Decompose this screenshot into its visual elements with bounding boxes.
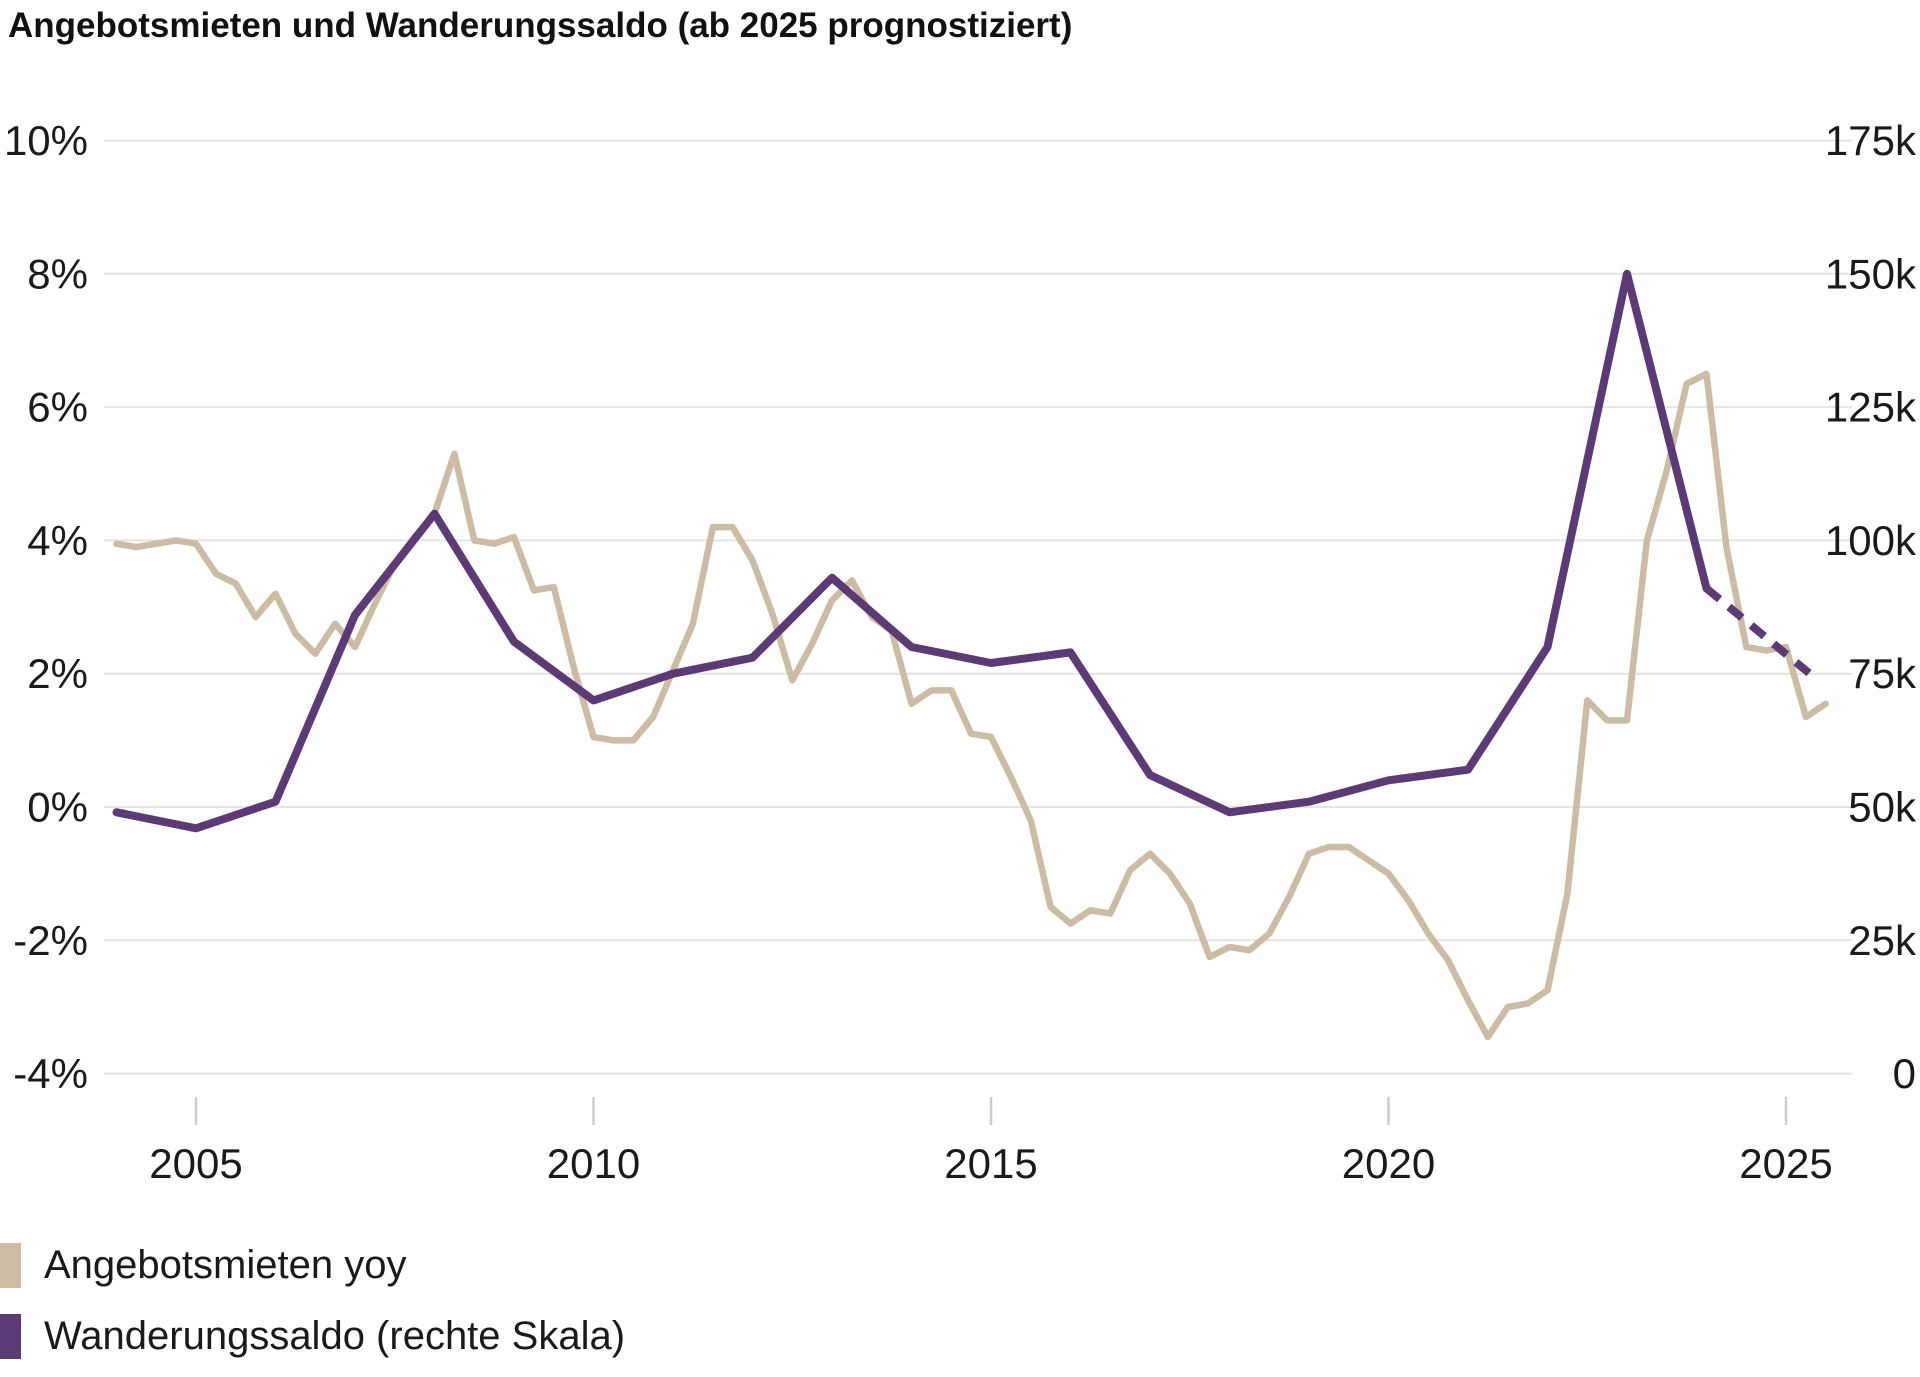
x-axis-label: 2020	[1342, 1140, 1435, 1187]
left-axis-label: 2%	[27, 650, 88, 697]
migration-line	[112, 269, 1711, 833]
x-axis-label: 2005	[149, 1140, 242, 1187]
right-axis-label: 0	[1893, 1050, 1916, 1097]
x-axis-label: 2015	[944, 1140, 1037, 1187]
right-axis-label: 50k	[1848, 784, 1917, 831]
right-axis-label: 25k	[1848, 917, 1917, 964]
right-axis-label: 175k	[1825, 117, 1917, 164]
x-axis-label: 2025	[1739, 1140, 1832, 1187]
left-axis-label: 6%	[27, 384, 88, 431]
migration-swatch-icon	[0, 1314, 21, 1359]
right-axis-label: 150k	[1825, 250, 1917, 297]
legend-item-rents: Angebotsmieten yoy	[0, 1243, 625, 1288]
left-axis-label: 0%	[27, 784, 88, 831]
left-axis-label: -2%	[13, 917, 88, 964]
right-axis-label: 100k	[1825, 517, 1917, 564]
migration-forecast-line	[1703, 585, 1813, 677]
left-axis-label: 10%	[4, 117, 88, 164]
left-axis-label: 8%	[27, 250, 88, 297]
rents-line	[113, 370, 1830, 1041]
right-axis-label: 75k	[1848, 650, 1917, 697]
left-axis-label: -4%	[13, 1050, 88, 1097]
legend-item-migration: Wanderungssaldo (rechte Skala)	[0, 1314, 625, 1359]
chart-title: Angebotsmieten und Wanderungssaldo (ab 2…	[8, 6, 1073, 45]
legend-label-migration: Wanderungssaldo (rechte Skala)	[44, 1314, 626, 1358]
right-axis-label: 125k	[1825, 384, 1917, 431]
x-axis-label: 2010	[547, 1140, 640, 1187]
legend-label-rents: Angebotsmieten yoy	[44, 1243, 407, 1287]
left-axis-label: 4%	[27, 517, 88, 564]
legend: Angebotsmieten yoy Wanderungssaldo (rech…	[0, 1243, 625, 1359]
rents-swatch-icon	[0, 1243, 21, 1288]
